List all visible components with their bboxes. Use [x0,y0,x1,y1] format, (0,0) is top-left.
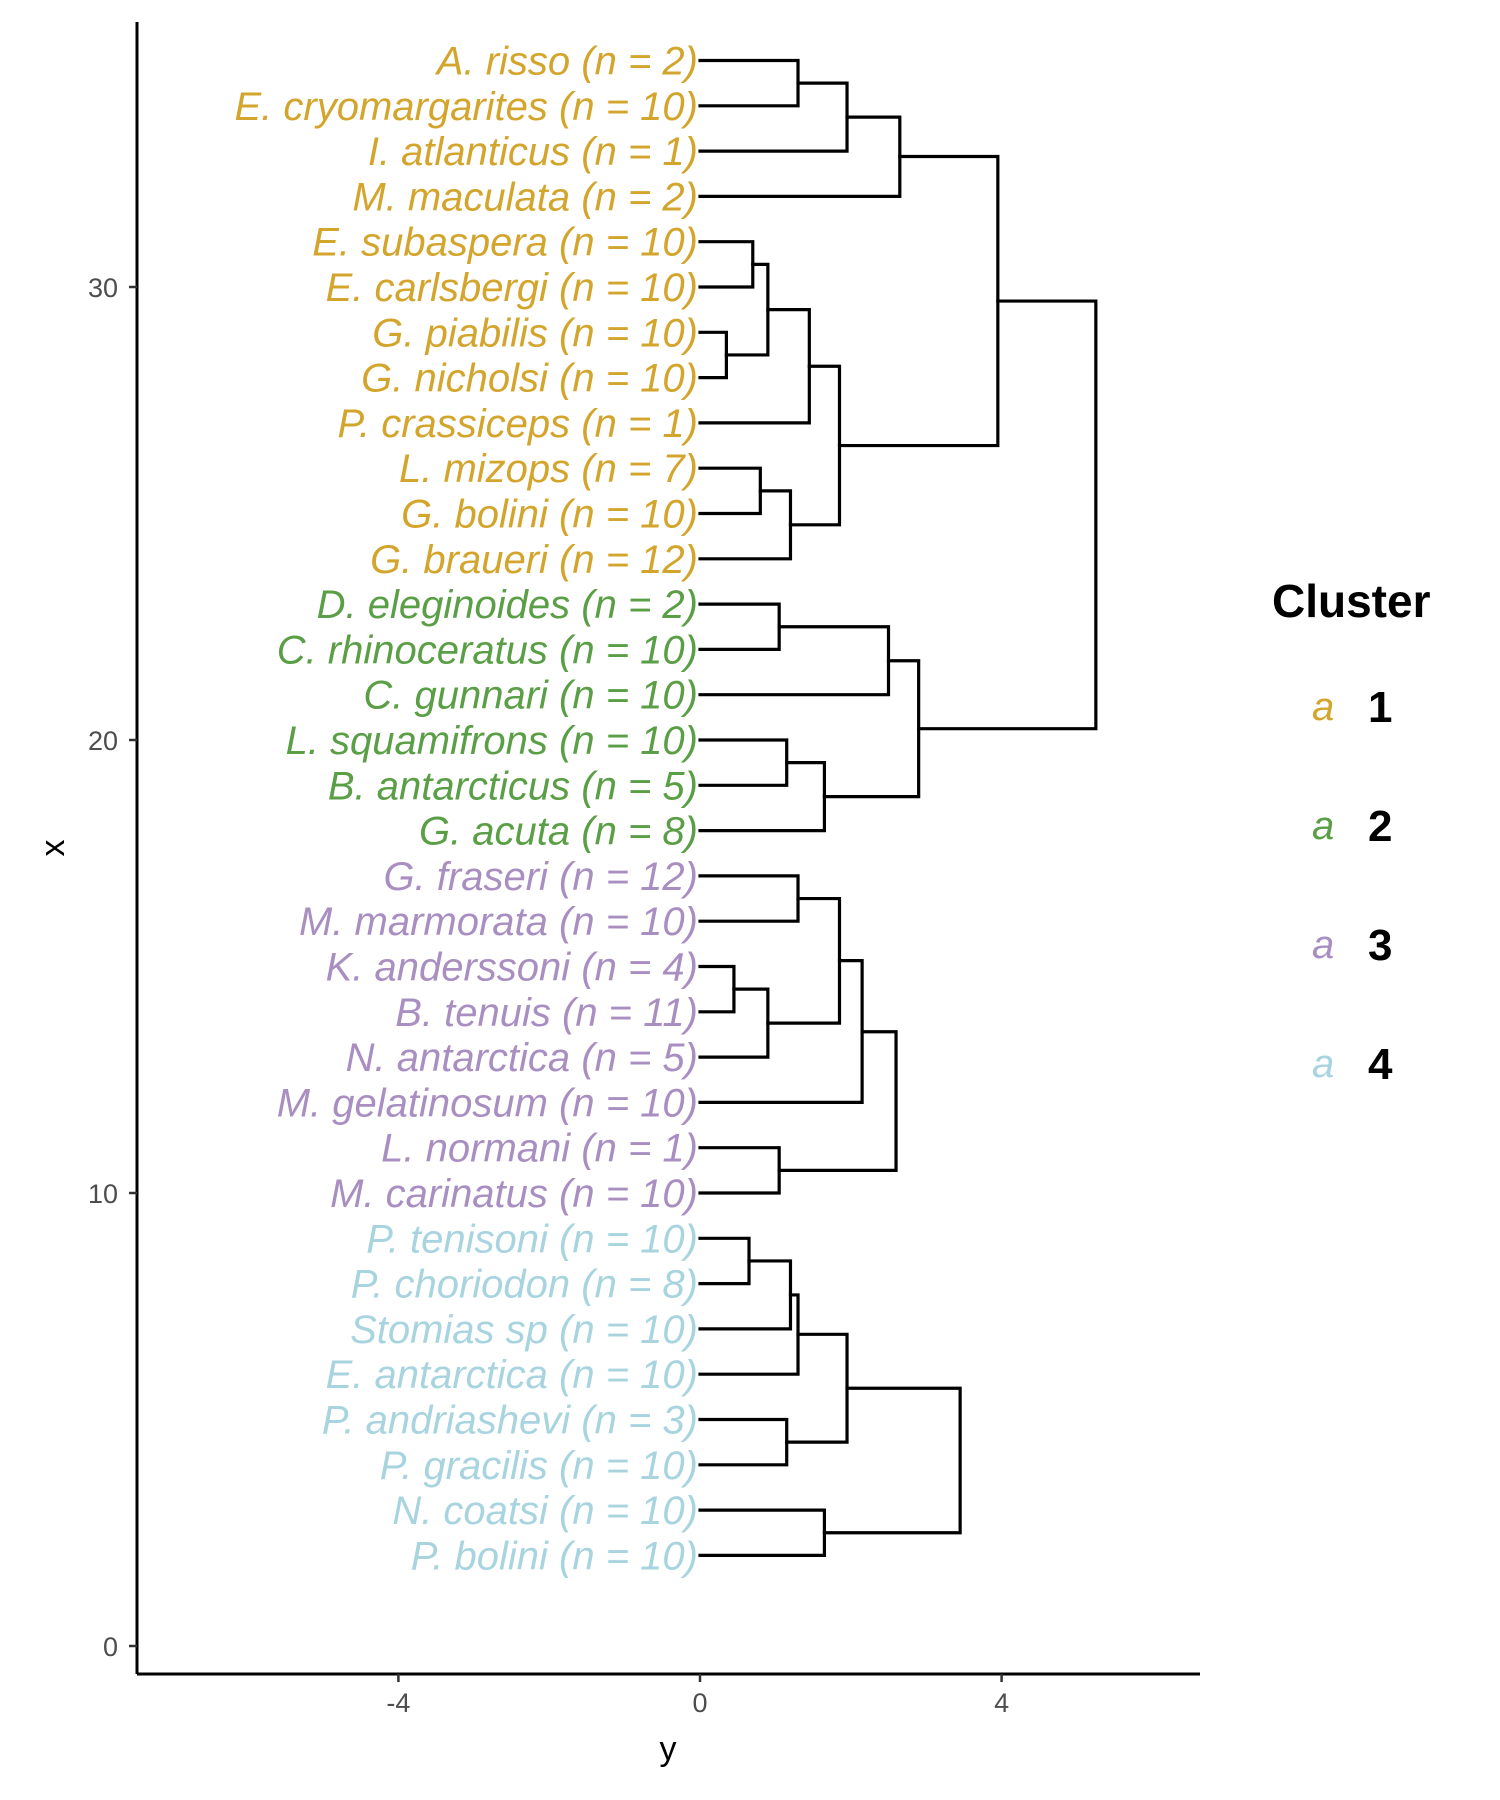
dendrogram-branch-4 [698,330,728,380]
leaf-label: M. maculata (n = 2) [352,175,698,219]
legend-key: a [1312,685,1334,729]
legend-label: 4 [1368,1040,1393,1089]
leaf-label: G. bolini (n = 10) [401,493,698,537]
leaf-labels: A. risso (n = 2)E. cryomargarites (n = 1… [235,40,699,1579]
dendrogram-branch-5 [724,262,770,357]
leaf-label: M. carinatus (n = 10) [330,1172,698,1216]
dendrogram-branch-17 [698,874,800,923]
dendrogram-branch-16 [917,299,1098,731]
leaf-label: L. squamifrons (n = 10) [286,719,698,763]
dendrogram-branch-6 [698,308,811,425]
leaf-label: P. choriodon (n = 8) [351,1263,698,1307]
leaf-label: K. anderssoni (n = 4) [326,946,698,990]
dendrogram-branch-1 [698,81,849,153]
leaf-label: G. acuta (n = 8) [419,810,698,854]
y-axis-ticks: 0 10 20 30 [88,273,137,1662]
leaf-label: G. nicholsi (n = 10) [361,357,698,401]
leaf-label: P. gracilis (n = 10) [380,1444,698,1488]
dendrogram-branch-7 [698,466,762,516]
leaf-label: M. marmorata (n = 10) [299,900,698,944]
leaf-label: M. gelatinosum (n = 10) [277,1081,698,1125]
dendrogram-branch-25 [698,1259,793,1331]
leaf-label: C. rhinoceratus (n = 10) [277,628,698,672]
dendrogram-branch-24 [698,1236,751,1286]
leaf-label: P. bolini (n = 10) [411,1534,698,1578]
axes [135,22,1200,1676]
leaf-label: B. antarcticus (n = 5) [328,764,698,808]
leaf-label: G. fraseri (n = 12) [383,855,698,899]
y-tick-label: 10 [88,1179,118,1209]
legend-label: 1 [1368,683,1392,732]
dendrogram-branch-15 [822,659,921,799]
dendrogram-branch-13 [698,738,789,787]
y-tick-label: 20 [88,726,118,756]
dendrogram-branch-10 [837,154,1000,448]
leaf-label: N. antarctica (n = 5) [346,1036,698,1080]
leaf-label: E. cryomargarites (n = 10) [235,85,699,129]
leaf-label: N. coatsi (n = 10) [392,1489,698,1533]
legend-key: a [1312,804,1334,848]
x-tick-label: 0 [692,1688,707,1718]
leaf-label: C. gunnari (n = 10) [363,674,698,718]
leaf-label: Stomias sp (n = 10) [350,1308,698,1352]
leaf-label: I. atlanticus (n = 1) [368,130,698,174]
legend-key: a [1312,923,1334,967]
dendrogram-branch-22 [698,1146,781,1195]
legend-title: Cluster [1272,575,1431,627]
dendrogram-branch-23 [777,1030,898,1172]
leaf-label: E. carlsbergi (n = 10) [326,266,698,310]
dendrogram-branch-0 [698,58,800,108]
legend: Cluster a 1a 2a 3a 4 [1272,575,1431,1089]
dendrogram-branch-14 [698,761,827,833]
dendrogram-branch-3 [698,240,755,289]
leaf-label: P. tenisoni (n = 10) [366,1217,698,1261]
legend-key: a [1312,1042,1334,1086]
dendrogram-branch-9 [788,364,842,527]
leaf-label: P. andriashevi (n = 3) [322,1399,698,1443]
y-tick-label: 0 [103,1632,118,1662]
y-tick-label: 30 [88,273,118,303]
leaf-label: E. antarctica (n = 10) [326,1353,698,1397]
dendrogram-branch-2 [698,115,902,198]
x-axis-ticks: -4 0 4 [386,1674,1009,1718]
dendrogram-branch-20 [766,896,842,1025]
dendrogram-branch-27 [698,1417,789,1467]
x-tick-label: -4 [386,1688,410,1718]
legend-label: 3 [1368,921,1392,970]
dendrogram-branch-8 [698,489,793,561]
legend-label: 2 [1368,802,1392,851]
dendrogram-branch-29 [698,1508,827,1557]
leaf-label: G. braueri (n = 12) [370,538,698,582]
dendrogram-branch-28 [785,1332,849,1444]
dendrogram-branch-21 [698,959,864,1104]
dendrogram-branch-30 [822,1386,962,1535]
leaf-label: G. piabilis (n = 10) [372,311,698,355]
leaf-label: A. risso (n = 2) [435,40,698,84]
leaf-label: E. subaspera (n = 10) [312,221,698,265]
dendrogram-branch-12 [698,625,891,697]
y-axis-title: x [34,840,72,857]
leaf-label: P. crassiceps (n = 1) [337,402,698,446]
dendrogram-branch-26 [698,1293,800,1376]
dendrogram-branches [698,58,1098,1557]
x-tick-label: 4 [994,1688,1009,1718]
leaf-label: L. mizops (n = 7) [399,447,698,491]
dendrogram-branch-11 [698,602,781,651]
leaf-label: B. tenuis (n = 11) [395,991,698,1035]
leaf-label: D. eleginoides (n = 2) [317,583,698,627]
x-axis-title: y [660,1730,677,1768]
dendrogram-branch-18 [698,964,736,1014]
leaf-label: L. normani (n = 1) [381,1127,698,1171]
